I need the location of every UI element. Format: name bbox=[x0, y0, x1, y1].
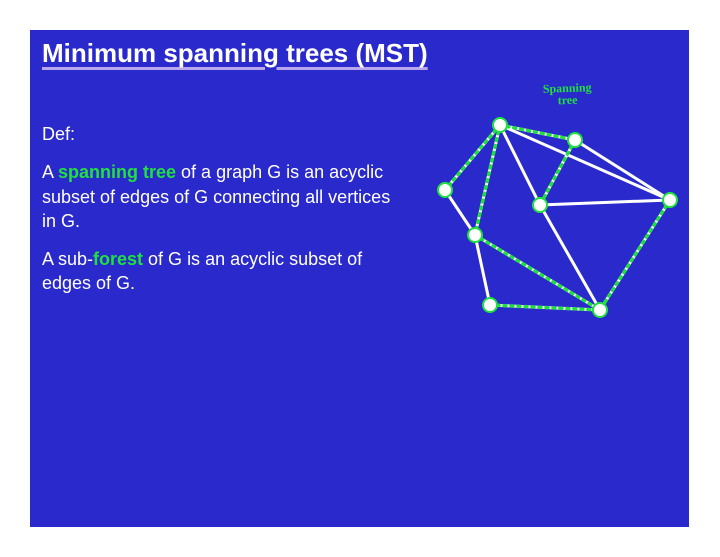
graph-nodes bbox=[438, 118, 677, 317]
tree-edge bbox=[600, 200, 670, 310]
graph-node bbox=[663, 193, 677, 207]
graph-edge bbox=[540, 200, 670, 205]
slide-title: Minimum spanning trees (MST) bbox=[42, 38, 428, 69]
graph-node bbox=[438, 183, 452, 197]
graph-edge bbox=[575, 140, 670, 200]
body-text: Def: A spanning tree of a graph G is an … bbox=[42, 122, 392, 310]
graph-node bbox=[593, 303, 607, 317]
graph-edge bbox=[500, 125, 670, 200]
graph-diagram bbox=[410, 90, 690, 340]
graph-node bbox=[468, 228, 482, 242]
graph-node bbox=[533, 198, 547, 212]
highlight-forest: forest bbox=[93, 249, 143, 269]
tree-edge bbox=[490, 305, 600, 310]
graph-edge bbox=[500, 125, 540, 205]
graph-edge bbox=[445, 190, 475, 235]
def-paragraph-1: A spanning tree of a graph G is an acycl… bbox=[42, 160, 392, 233]
graph-node bbox=[483, 298, 497, 312]
graph-node bbox=[568, 133, 582, 147]
graph-edge bbox=[475, 235, 490, 305]
def-paragraph-2: A sub-forest of G is an acyclic subset o… bbox=[42, 247, 392, 296]
slide: Minimum spanning trees (MST) Spanning tr… bbox=[30, 30, 689, 527]
graph-node bbox=[493, 118, 507, 132]
graph-edge bbox=[540, 205, 600, 310]
highlight-spanning-tree: spanning tree bbox=[58, 162, 176, 182]
def-label: Def: bbox=[42, 122, 392, 146]
